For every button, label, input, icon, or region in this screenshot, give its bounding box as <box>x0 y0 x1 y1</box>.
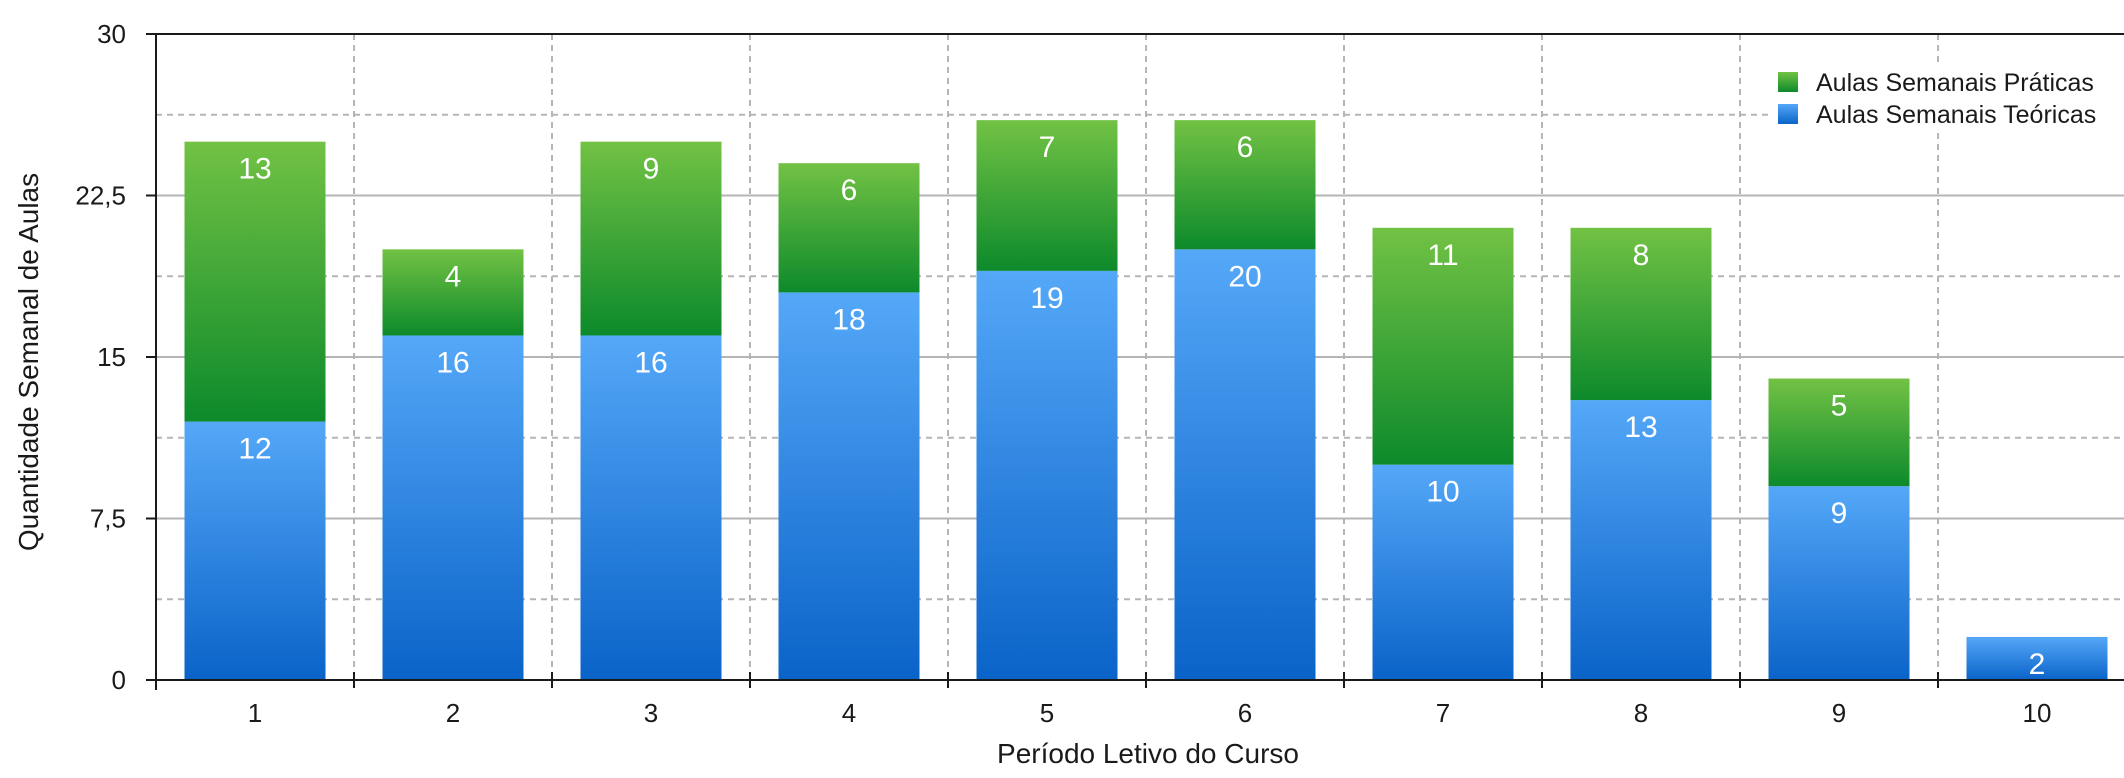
data-label-praticas-3: 9 <box>643 153 660 186</box>
data-label-teoricas-7: 10 <box>1426 476 1459 509</box>
data-label-teoricas-4: 18 <box>832 303 865 336</box>
data-label-praticas-2: 4 <box>445 260 462 293</box>
bar-teoricas-7 <box>1372 464 1514 680</box>
x-tick-label: 7 <box>1436 698 1450 728</box>
legend-label-teoricas: Aulas Semanais Teóricas <box>1816 101 2096 129</box>
data-label-praticas-4: 6 <box>841 174 858 207</box>
bar-praticas-4 <box>778 163 920 293</box>
x-tick-label: 3 <box>644 698 658 728</box>
bar-teoricas-1 <box>184 421 326 680</box>
bars <box>184 120 2108 681</box>
data-label-praticas-8: 8 <box>1633 239 1650 272</box>
bar-teoricas-8 <box>1570 400 1712 680</box>
x-tick-label: 9 <box>1832 698 1846 728</box>
bar-praticas-7 <box>1372 227 1514 465</box>
data-label-praticas-1: 13 <box>238 153 271 186</box>
legend-background <box>1770 66 2124 132</box>
x-tick-label: 4 <box>842 698 856 728</box>
data-label-praticas-6: 6 <box>1237 131 1254 164</box>
legend-label-praticas: Aulas Semanais Práticas <box>1816 69 2094 97</box>
bar-teoricas-2 <box>382 335 524 680</box>
y-tick-label: 15 <box>97 342 126 372</box>
bar-praticas-5 <box>976 120 1118 271</box>
bar-teoricas-9 <box>1768 486 1910 680</box>
labels: 1213164169186197206101113895207,51522,53… <box>75 19 2051 728</box>
x-tick-label: 1 <box>248 698 262 728</box>
y-tick-label: 7,5 <box>90 504 126 534</box>
data-label-teoricas-10: 2 <box>2029 648 2046 681</box>
bar-teoricas-4 <box>778 292 920 680</box>
bar-praticas-2 <box>382 249 524 336</box>
x-tick-label: 5 <box>1040 698 1054 728</box>
x-tick-label: 10 <box>2023 698 2052 728</box>
data-label-teoricas-9: 9 <box>1831 497 1848 530</box>
data-label-teoricas-1: 12 <box>238 433 271 466</box>
data-label-praticas-5: 7 <box>1039 131 1056 164</box>
bar-teoricas-6 <box>1174 249 1316 681</box>
y-axis-title: Quantidade Semanal de Aulas <box>13 173 44 551</box>
bar-teoricas-5 <box>976 270 1118 680</box>
data-label-teoricas-2: 16 <box>436 346 469 379</box>
x-tick-label: 6 <box>1238 698 1252 728</box>
bar-teoricas-3 <box>580 335 722 680</box>
y-tick-label: 30 <box>97 19 126 49</box>
data-label-teoricas-6: 20 <box>1228 260 1261 293</box>
legend-swatch-praticas <box>1778 72 1798 92</box>
bar-praticas-1 <box>184 141 326 422</box>
data-label-praticas-9: 5 <box>1831 390 1848 423</box>
y-tick-label: 0 <box>112 665 126 695</box>
bar-praticas-3 <box>580 141 722 336</box>
data-label-teoricas-5: 19 <box>1030 282 1063 315</box>
bar-teoricas-10 <box>1966 636 2108 680</box>
bar-praticas-8 <box>1570 227 1712 401</box>
bar-praticas-6 <box>1174 120 1316 250</box>
x-tick-label: 2 <box>446 698 460 728</box>
data-label-teoricas-3: 16 <box>634 346 667 379</box>
bar-praticas-9 <box>1768 378 1910 487</box>
data-label-praticas-7: 11 <box>1427 239 1458 272</box>
x-tick-label: 8 <box>1634 698 1648 728</box>
legend: Aulas Semanais Práticas Aulas Semanais T… <box>1770 66 2124 132</box>
x-axis-title: Período Letivo do Curso <box>997 738 1299 769</box>
axes <box>146 33 2124 690</box>
data-label-teoricas-8: 13 <box>1624 411 1657 444</box>
legend-swatch-teoricas <box>1778 104 1798 124</box>
y-tick-label: 22,5 <box>75 181 126 211</box>
